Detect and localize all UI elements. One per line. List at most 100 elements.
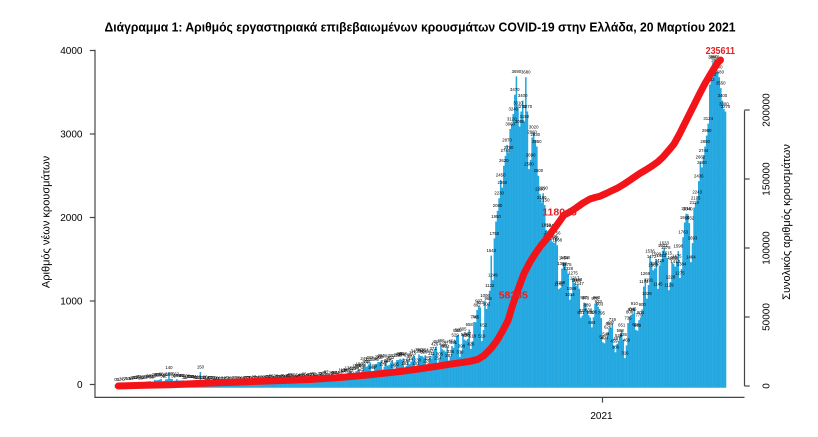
svg-text:298: 298 <box>398 352 406 357</box>
svg-text:22: 22 <box>134 375 139 380</box>
svg-text:1536: 1536 <box>645 249 655 254</box>
svg-text:20: 20 <box>132 375 137 380</box>
svg-text:47: 47 <box>173 373 178 378</box>
svg-text:63: 63 <box>165 372 170 377</box>
svg-text:910: 910 <box>631 301 639 306</box>
svg-text:1756: 1756 <box>551 230 561 235</box>
svg-text:2450: 2450 <box>496 172 506 177</box>
svg-text:50000: 50000 <box>762 303 773 331</box>
svg-text:Συνολικός αριθμός κρουσμάτων: Συνολικός αριθμός κρουσμάτων <box>781 144 793 300</box>
svg-text:745: 745 <box>472 315 480 320</box>
svg-text:518: 518 <box>469 334 477 339</box>
svg-text:37: 37 <box>278 374 283 379</box>
svg-text:38: 38 <box>146 374 151 379</box>
svg-text:25: 25 <box>247 375 252 380</box>
svg-text:2690: 2690 <box>526 152 536 157</box>
svg-text:140: 140 <box>165 365 173 370</box>
svg-text:3860: 3860 <box>710 55 720 60</box>
svg-text:923: 923 <box>477 300 485 305</box>
svg-text:Διάγραμμα 1: Αριθμός εργαστηρι: Διάγραμμα 1: Αριθμός εργαστηριακά επιβεβ… <box>105 20 736 34</box>
svg-text:519: 519 <box>478 334 486 339</box>
svg-text:21: 21 <box>211 375 216 380</box>
svg-text:684: 684 <box>588 320 596 325</box>
svg-text:544: 544 <box>602 332 610 337</box>
svg-text:677: 677 <box>607 320 615 325</box>
svg-text:593: 593 <box>455 327 463 332</box>
svg-text:808: 808 <box>626 309 634 314</box>
svg-text:3550: 3550 <box>716 81 726 86</box>
svg-text:19: 19 <box>214 375 219 380</box>
svg-text:2580: 2580 <box>524 162 534 167</box>
svg-text:1275: 1275 <box>568 270 578 275</box>
svg-text:29: 29 <box>263 375 268 380</box>
svg-text:973: 973 <box>582 296 590 301</box>
svg-text:658: 658 <box>466 322 474 327</box>
svg-text:588: 588 <box>617 328 625 333</box>
svg-text:3270: 3270 <box>516 104 526 109</box>
svg-text:316: 316 <box>621 351 629 356</box>
svg-text:63: 63 <box>311 372 316 377</box>
svg-text:27: 27 <box>252 375 257 380</box>
svg-text:3: 3 <box>122 377 125 382</box>
svg-text:1475: 1475 <box>672 254 682 259</box>
svg-text:56: 56 <box>152 372 157 377</box>
svg-text:150: 150 <box>197 364 205 369</box>
svg-text:67: 67 <box>321 371 326 376</box>
svg-text:11: 11 <box>215 376 220 381</box>
svg-text:583: 583 <box>453 328 461 333</box>
svg-text:1940: 1940 <box>680 215 690 220</box>
svg-text:801: 801 <box>577 310 585 315</box>
svg-text:38: 38 <box>269 374 274 379</box>
svg-text:330: 330 <box>456 349 464 354</box>
svg-text:2850: 2850 <box>532 139 542 144</box>
svg-text:35: 35 <box>277 374 282 379</box>
svg-text:3060: 3060 <box>505 121 515 126</box>
svg-text:3090: 3090 <box>515 119 525 124</box>
svg-text:40: 40 <box>148 374 153 379</box>
svg-text:244: 244 <box>406 357 414 362</box>
svg-text:735: 735 <box>624 316 632 321</box>
svg-text:53: 53 <box>156 373 161 378</box>
svg-text:34: 34 <box>266 374 271 379</box>
svg-text:293: 293 <box>395 352 403 357</box>
svg-text:2180: 2180 <box>537 195 547 200</box>
svg-text:12: 12 <box>217 376 222 381</box>
svg-text:224: 224 <box>403 358 411 363</box>
svg-text:1460: 1460 <box>667 255 677 260</box>
svg-text:970: 970 <box>591 296 599 301</box>
svg-text:1129: 1129 <box>664 283 674 288</box>
svg-text:49: 49 <box>176 373 181 378</box>
svg-text:289: 289 <box>404 353 412 358</box>
svg-text:72: 72 <box>318 371 323 376</box>
svg-text:22: 22 <box>209 375 214 380</box>
svg-text:25: 25 <box>272 375 277 380</box>
svg-text:66: 66 <box>170 371 175 376</box>
svg-text:903: 903 <box>483 302 491 307</box>
svg-text:185: 185 <box>392 361 400 366</box>
svg-text:39: 39 <box>160 374 165 379</box>
svg-text:1458: 1458 <box>560 255 570 260</box>
svg-text:150000: 150000 <box>762 162 773 196</box>
svg-text:68: 68 <box>159 371 164 376</box>
svg-text:2744: 2744 <box>699 148 709 153</box>
svg-text:3000: 3000 <box>60 130 83 141</box>
svg-text:351: 351 <box>422 348 430 353</box>
svg-text:2150: 2150 <box>540 197 550 202</box>
svg-text:3680: 3680 <box>521 70 531 75</box>
svg-text:968: 968 <box>485 296 493 301</box>
svg-text:0: 0 <box>114 377 117 382</box>
svg-text:26: 26 <box>182 375 187 380</box>
svg-text:1388: 1388 <box>557 261 567 266</box>
svg-text:1249: 1249 <box>488 273 498 278</box>
svg-text:57: 57 <box>308 372 313 377</box>
svg-text:287: 287 <box>389 353 397 358</box>
svg-text:3270: 3270 <box>721 104 731 109</box>
svg-text:293: 293 <box>393 352 401 357</box>
svg-text:9: 9 <box>228 376 231 381</box>
svg-text:14: 14 <box>222 376 227 381</box>
svg-text:360: 360 <box>415 347 423 352</box>
svg-text:282: 282 <box>382 353 390 358</box>
svg-text:2662: 2662 <box>696 155 706 160</box>
svg-text:1578: 1578 <box>661 245 671 250</box>
svg-text:1515: 1515 <box>663 250 673 255</box>
